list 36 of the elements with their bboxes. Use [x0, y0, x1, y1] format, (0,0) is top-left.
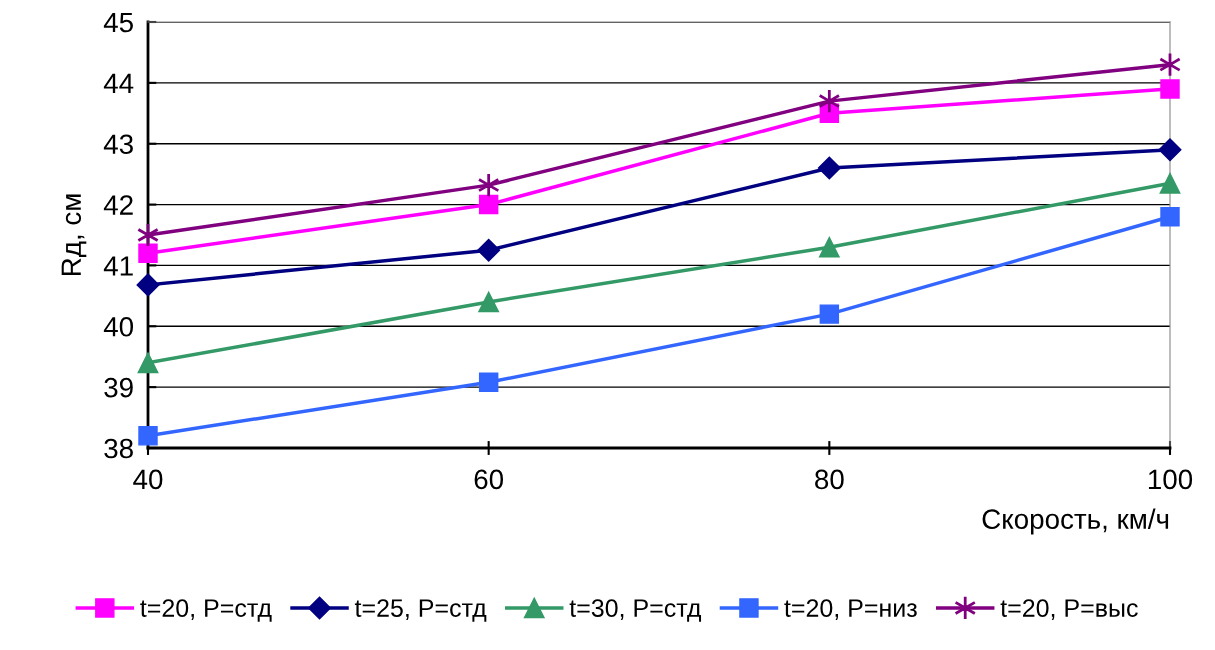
point [137, 352, 159, 374]
legend-label: t=30, P=стд [569, 599, 702, 622]
legend-label: t=20, P=низ [784, 599, 917, 620]
point [478, 194, 499, 215]
x-axis-title: Скорость, км/ч [982, 508, 1169, 535]
y-tick-label: 44 [103, 73, 134, 93]
point [1159, 172, 1181, 194]
legend-label: t=20, P=стд [140, 599, 272, 622]
x-tick-label: 80 [815, 469, 844, 490]
y-tick-label: 40 [103, 316, 134, 337]
legend-label: t=25, P=стд [354, 599, 487, 622]
y-tick-label: 41 [103, 256, 133, 276]
point [478, 291, 500, 313]
y-tick-label: 39 [104, 377, 133, 398]
point [136, 273, 160, 297]
x-tick-label: 40 [133, 469, 163, 490]
point [817, 156, 841, 180]
x-tick-label: 100 [1148, 469, 1193, 490]
y-tick-label: 38 [104, 438, 133, 459]
point [818, 236, 840, 258]
y-tick-label: 42 [103, 195, 133, 215]
y-tick-label: 45 [103, 12, 133, 33]
x-tick-label: 60 [474, 469, 504, 490]
y-axis-title: Rд, см [61, 194, 87, 276]
y-tick-label: 43 [103, 134, 133, 155]
legend-label: t=20, P=выс [1000, 599, 1138, 620]
point [477, 238, 501, 262]
point [819, 304, 840, 324]
point [818, 88, 841, 114]
point [1160, 79, 1180, 99]
point [138, 426, 158, 446]
point [138, 243, 158, 263]
point [477, 172, 500, 198]
point [1158, 138, 1182, 162]
point [1160, 207, 1180, 227]
point [478, 372, 499, 392]
